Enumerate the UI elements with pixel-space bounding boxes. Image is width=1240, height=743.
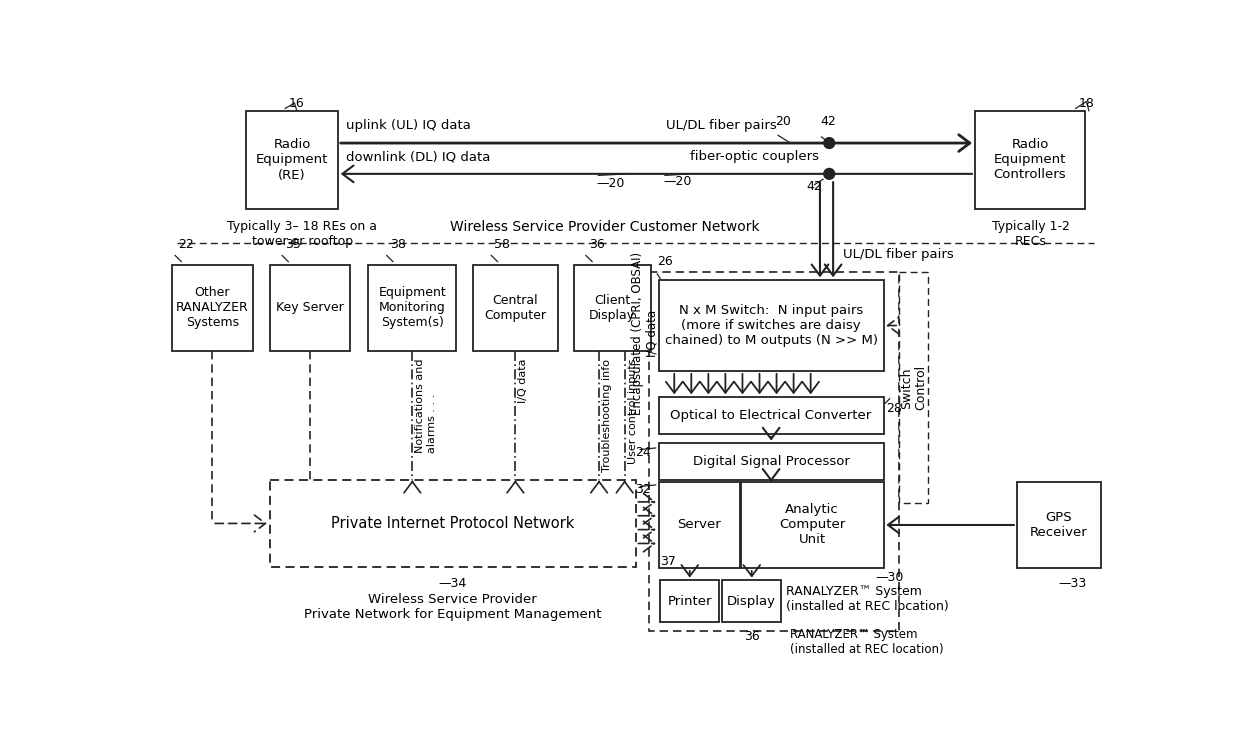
Text: downlink (DL) IQ data: downlink (DL) IQ data (346, 150, 490, 163)
Bar (658, 482, 740, 568)
Circle shape (823, 137, 835, 149)
Text: Wireless Service Provider
Private Network for Equipment Management: Wireless Service Provider Private Networ… (304, 593, 601, 620)
Text: 24: 24 (635, 447, 651, 459)
Text: 26: 26 (657, 255, 673, 267)
Text: Wireless Service Provider Customer Network: Wireless Service Provider Customer Netwo… (450, 220, 759, 234)
Bar (172, 265, 253, 351)
Text: Troubleshooting info: Troubleshooting info (603, 359, 613, 472)
Text: Analytic
Computer
Unit: Analytic Computer Unit (779, 504, 846, 547)
Text: —20: —20 (663, 175, 692, 189)
Circle shape (823, 169, 835, 179)
Text: —20: —20 (596, 177, 625, 190)
Bar (658, 444, 883, 480)
Text: 20: 20 (775, 114, 791, 128)
Text: 42: 42 (806, 180, 822, 193)
Text: 58: 58 (495, 238, 511, 251)
Text: User control inputs: User control inputs (627, 359, 637, 464)
Bar (270, 265, 351, 351)
Text: Other
RANALYZER
Systems: Other RANALYZER Systems (176, 286, 249, 329)
Text: Client
Display: Client Display (589, 293, 635, 322)
Text: UL/DL fiber pairs: UL/DL fiber pairs (667, 120, 777, 132)
Text: fiber-optic couplers: fiber-optic couplers (689, 150, 818, 163)
Text: 22: 22 (179, 238, 193, 251)
Bar (472, 265, 558, 351)
Text: Key Server: Key Server (277, 302, 343, 314)
Text: 36: 36 (589, 238, 605, 251)
Bar (742, 482, 883, 568)
Bar (247, 111, 337, 210)
Text: N x M Switch:  N input pairs
(more if switches are daisy
chained) to M outputs (: N x M Switch: N input pairs (more if swi… (665, 304, 878, 347)
Text: —30: —30 (875, 571, 904, 584)
Bar (658, 398, 883, 434)
Text: Equipment
Monitoring
System(s): Equipment Monitoring System(s) (378, 286, 446, 329)
Text: —34: —34 (439, 577, 466, 591)
Text: Encapsulated (CPRI, OBSAI)
I/Q data: Encapsulated (CPRI, OBSAI) I/Q data (631, 252, 658, 415)
Text: Typically 1-2
RECs: Typically 1-2 RECs (992, 220, 1070, 248)
Text: Radio
Equipment
Controllers: Radio Equipment Controllers (993, 138, 1066, 181)
Bar (660, 580, 719, 622)
Text: 36: 36 (744, 630, 760, 643)
Text: UL/DL fiber pairs: UL/DL fiber pairs (843, 248, 954, 262)
Bar (650, 273, 899, 632)
Bar (899, 273, 929, 504)
Text: —33: —33 (1059, 577, 1087, 591)
Text: Optical to Electrical Converter: Optical to Electrical Converter (671, 409, 872, 422)
Text: 35: 35 (285, 238, 301, 251)
Text: RANALYZER™ System
(installed at REC location): RANALYZER™ System (installed at REC loca… (786, 585, 949, 613)
Text: 16: 16 (289, 97, 305, 110)
Text: 38: 38 (389, 238, 405, 251)
Bar (722, 580, 781, 622)
Text: I/Q data: I/Q data (518, 359, 528, 403)
Text: Switch
Control: Switch Control (900, 366, 928, 410)
Text: uplink (UL) IQ data: uplink (UL) IQ data (346, 120, 470, 132)
Bar (573, 265, 651, 351)
Text: 37: 37 (660, 555, 676, 568)
Text: Radio
Equipment
(RE): Radio Equipment (RE) (255, 138, 329, 181)
Text: Notifications and
alarms . . .: Notifications and alarms . . . (415, 359, 436, 453)
Text: Private Internet Protocol Network: Private Internet Protocol Network (331, 516, 574, 531)
Text: 18: 18 (1079, 97, 1095, 110)
Text: RANALYZER™ System
(installed at REC location): RANALYZER™ System (installed at REC loca… (791, 628, 944, 656)
Bar (1017, 482, 1101, 568)
Text: Central
Computer: Central Computer (485, 293, 547, 322)
Text: Server: Server (677, 519, 722, 531)
Text: Typically 3– 18 REs on a
tower or rooftop: Typically 3– 18 REs on a tower or roofto… (227, 220, 377, 248)
Text: GPS
Receiver: GPS Receiver (1029, 511, 1087, 539)
Text: 32: 32 (635, 484, 651, 496)
Bar (975, 111, 1085, 210)
Text: Printer: Printer (667, 594, 712, 608)
Bar (270, 243, 980, 246)
Bar (658, 280, 883, 371)
Text: 42: 42 (820, 114, 836, 128)
Text: 28: 28 (887, 402, 903, 415)
Text: Display: Display (727, 594, 776, 608)
Bar (368, 265, 456, 351)
Bar (270, 480, 635, 567)
Text: Digital Signal Processor: Digital Signal Processor (693, 455, 849, 468)
